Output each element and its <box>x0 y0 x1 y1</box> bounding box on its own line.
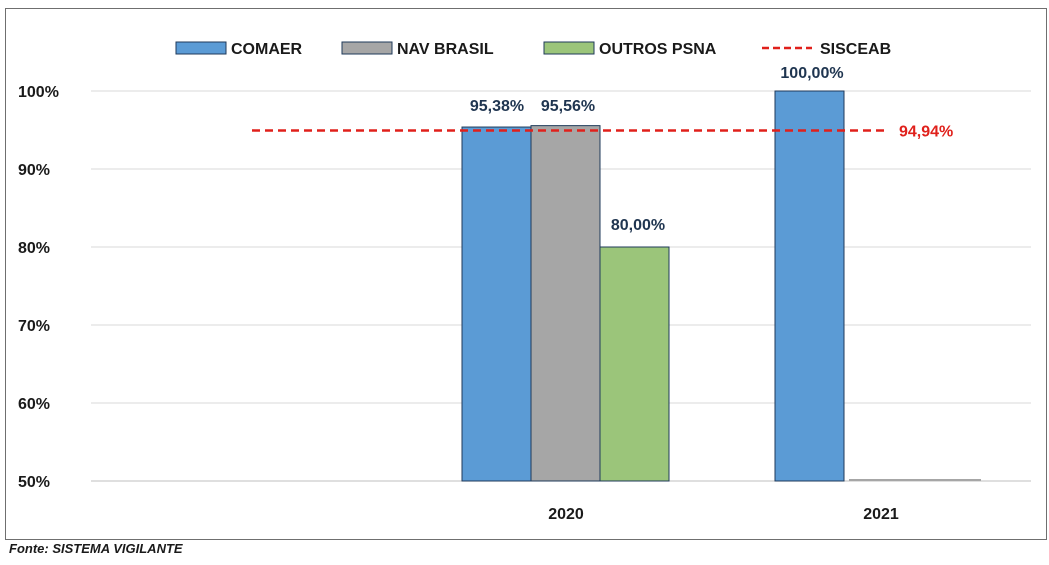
chart-frame: 50% 60% 70% 80% 90% 100% 95,38% 95,56% 80,00% 202… <box>5 8 1047 540</box>
bar-comaer-2021 <box>774 90 845 482</box>
source-note: Fonte: SISTEMA VIGILANTE <box>9 541 183 556</box>
data-label: 100,00% <box>780 65 843 82</box>
bar-chart: 50% 60% 70% 80% 90% 100% 95,38% 95,56% 80,00% 202… <box>18 41 1031 523</box>
y-tick-label: 100% <box>18 84 59 101</box>
data-label: 95,56% <box>541 98 595 115</box>
legend-label: SISCEAB <box>820 41 891 58</box>
y-tick-label: 50% <box>18 474 50 491</box>
x-tick-label: 2021 <box>863 506 899 523</box>
y-tick-label: 90% <box>18 162 50 179</box>
data-label: 95,38% <box>470 98 524 115</box>
legend-label: COMAER <box>231 41 303 58</box>
y-tick-label: 60% <box>18 396 50 413</box>
y-tick-label: 80% <box>18 240 50 257</box>
legend-label: NAV BRASIL <box>397 41 494 58</box>
y-tick-label: 70% <box>18 318 50 335</box>
reference-line-label: 94,94% <box>899 123 953 140</box>
legend-swatch <box>341 41 393 55</box>
bar-comaer-2020 <box>461 126 532 482</box>
legend-swatch <box>543 41 595 55</box>
x-tick-label: 2020 <box>548 506 584 523</box>
bar-nav-brasil-2020 <box>530 125 601 482</box>
legend-label: OUTROS PSNA <box>599 41 717 58</box>
data-label: 80,00% <box>611 217 665 234</box>
bar-outros-psna-2020 <box>599 246 670 482</box>
legend-swatch <box>175 41 227 55</box>
